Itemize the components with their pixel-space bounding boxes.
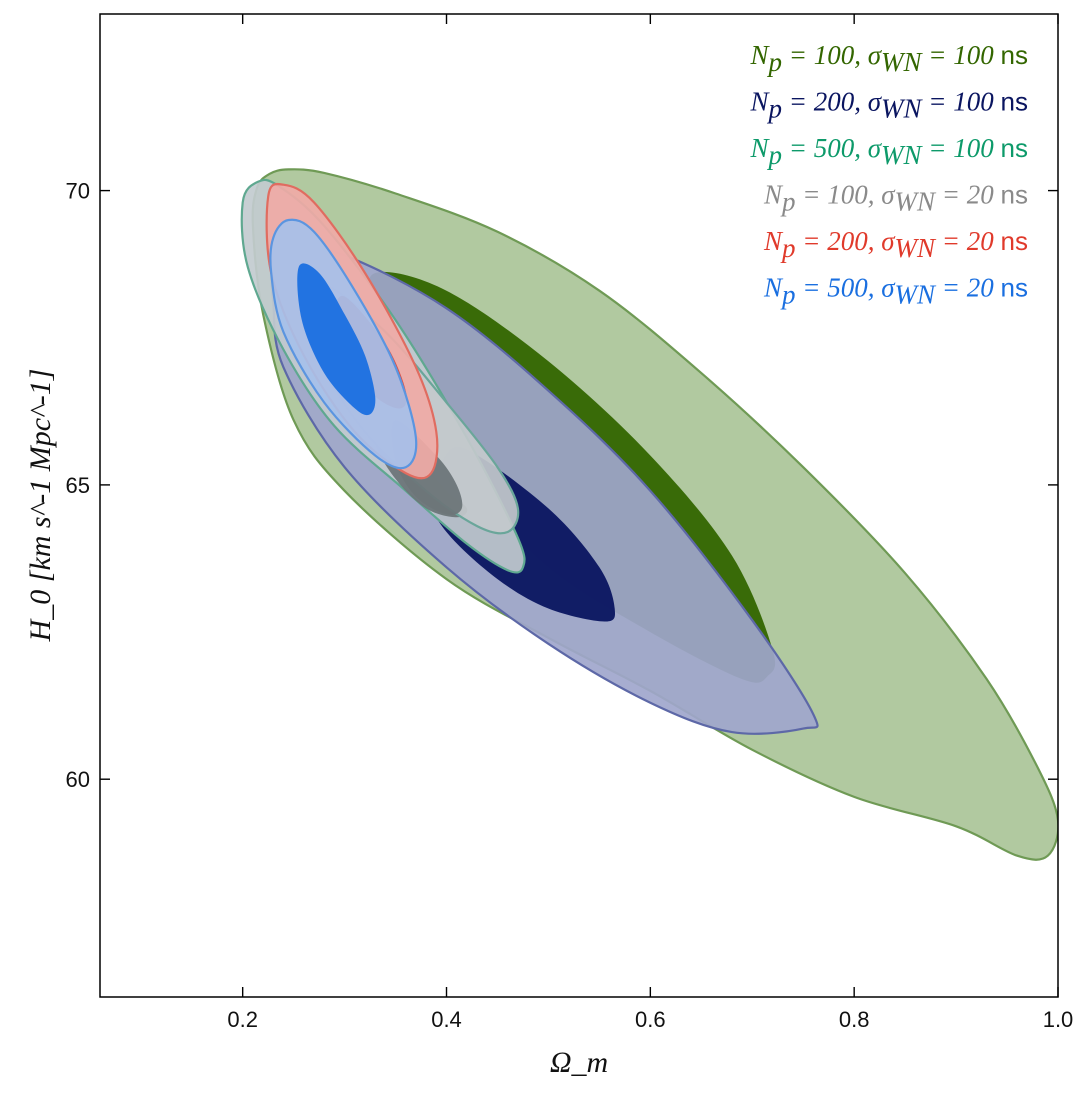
- y-tick-label: 70: [66, 179, 90, 204]
- plot-frame: [99, 13, 1059, 998]
- legend-entry-3: Np = 500, σWN = 100 ns: [749, 133, 1028, 170]
- legend-entry-1: Np = 100, σWN = 100 ns: [749, 40, 1028, 77]
- legend: Np = 100, σWN = 100 ns Np = 200, σWN = 10…: [749, 40, 1028, 310]
- legend-entry-6: Np = 500, σWN = 20 ns: [763, 273, 1028, 310]
- series-6-inner-contour: [297, 263, 376, 416]
- axis-ticks: 0.2 0.4 0.6 0.8 1.0 60 65 70: [66, 14, 1074, 1032]
- y-axis-title: H_0 [km s^-1 Mpc^-1]: [24, 369, 57, 643]
- y-tick-label: 60: [66, 767, 90, 792]
- x-tick-label: 0.2: [227, 1007, 258, 1032]
- legend-entry-4: Np = 100, σWN = 20 ns: [763, 180, 1028, 217]
- legend-entry-2: Np = 200, σWN = 100 ns: [749, 87, 1028, 124]
- x-axis-title: Ω_m: [550, 1046, 608, 1079]
- x-tick-label: 0.8: [839, 1007, 870, 1032]
- series-6-contours: [269, 218, 418, 470]
- y-tick-label: 65: [66, 473, 90, 498]
- x-tick-label: 1.0: [1043, 1007, 1074, 1032]
- contour-layer: [240, 168, 1058, 861]
- x-tick-label: 0.4: [431, 1007, 462, 1032]
- x-tick-label: 0.6: [635, 1007, 666, 1032]
- legend-entry-5: Np = 200, σWN = 20 ns: [763, 226, 1028, 263]
